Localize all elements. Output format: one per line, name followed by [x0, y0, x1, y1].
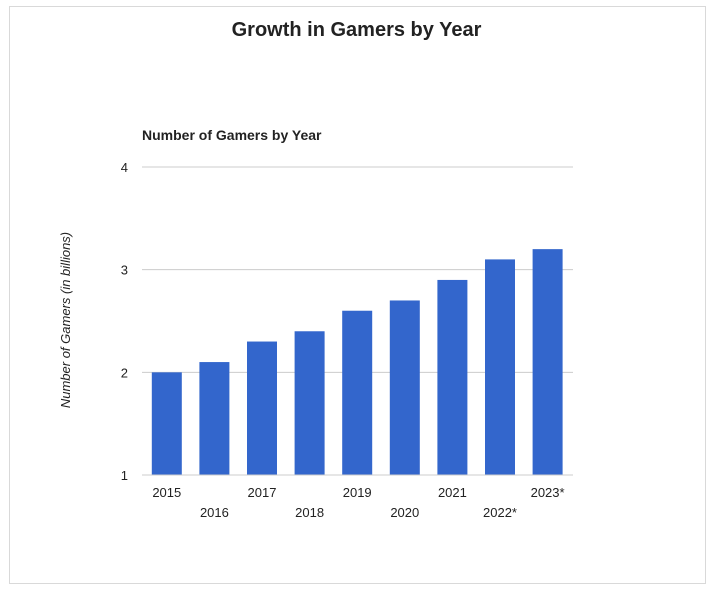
bar: [437, 279, 468, 475]
x-tick-label: 2018: [295, 505, 324, 520]
bars: [151, 249, 563, 475]
page-title: Growth in Gamers by Year: [231, 19, 482, 41]
x-tick-label: 2023*: [531, 485, 565, 500]
x-tick-label: 2015: [152, 485, 181, 500]
x-tick-label: 2016: [200, 505, 229, 520]
y-axis-label: Number of Gamers (in billions): [58, 232, 73, 408]
y-tick-label: 4: [121, 160, 128, 175]
bar: [342, 310, 373, 475]
x-tick-label: 2020: [390, 505, 419, 520]
y-axis-ticks: 1 2 3 4: [121, 160, 128, 483]
x-tick-label: 2022*: [483, 505, 517, 520]
y-tick-label: 2: [121, 365, 128, 380]
bar: [151, 372, 182, 475]
bar: [389, 300, 420, 475]
bar: [247, 341, 277, 475]
y-tick-label: 1: [121, 468, 128, 483]
x-tick-label: 2021: [438, 485, 467, 500]
bar: [199, 362, 230, 475]
x-tick-label: 2019: [343, 485, 372, 500]
y-tick-label: 3: [121, 263, 128, 278]
x-tick-label: 2017: [248, 485, 277, 500]
chart-frame: [9, 6, 706, 584]
x-axis-ticks: 2015 2016 2017 2018 2019 2020 2021 2022* 2023*: [152, 485, 564, 520]
chart-title: Number of Gamers by Year: [142, 127, 322, 143]
bar: [532, 249, 563, 475]
bar: [485, 259, 515, 475]
bar: [294, 331, 325, 475]
